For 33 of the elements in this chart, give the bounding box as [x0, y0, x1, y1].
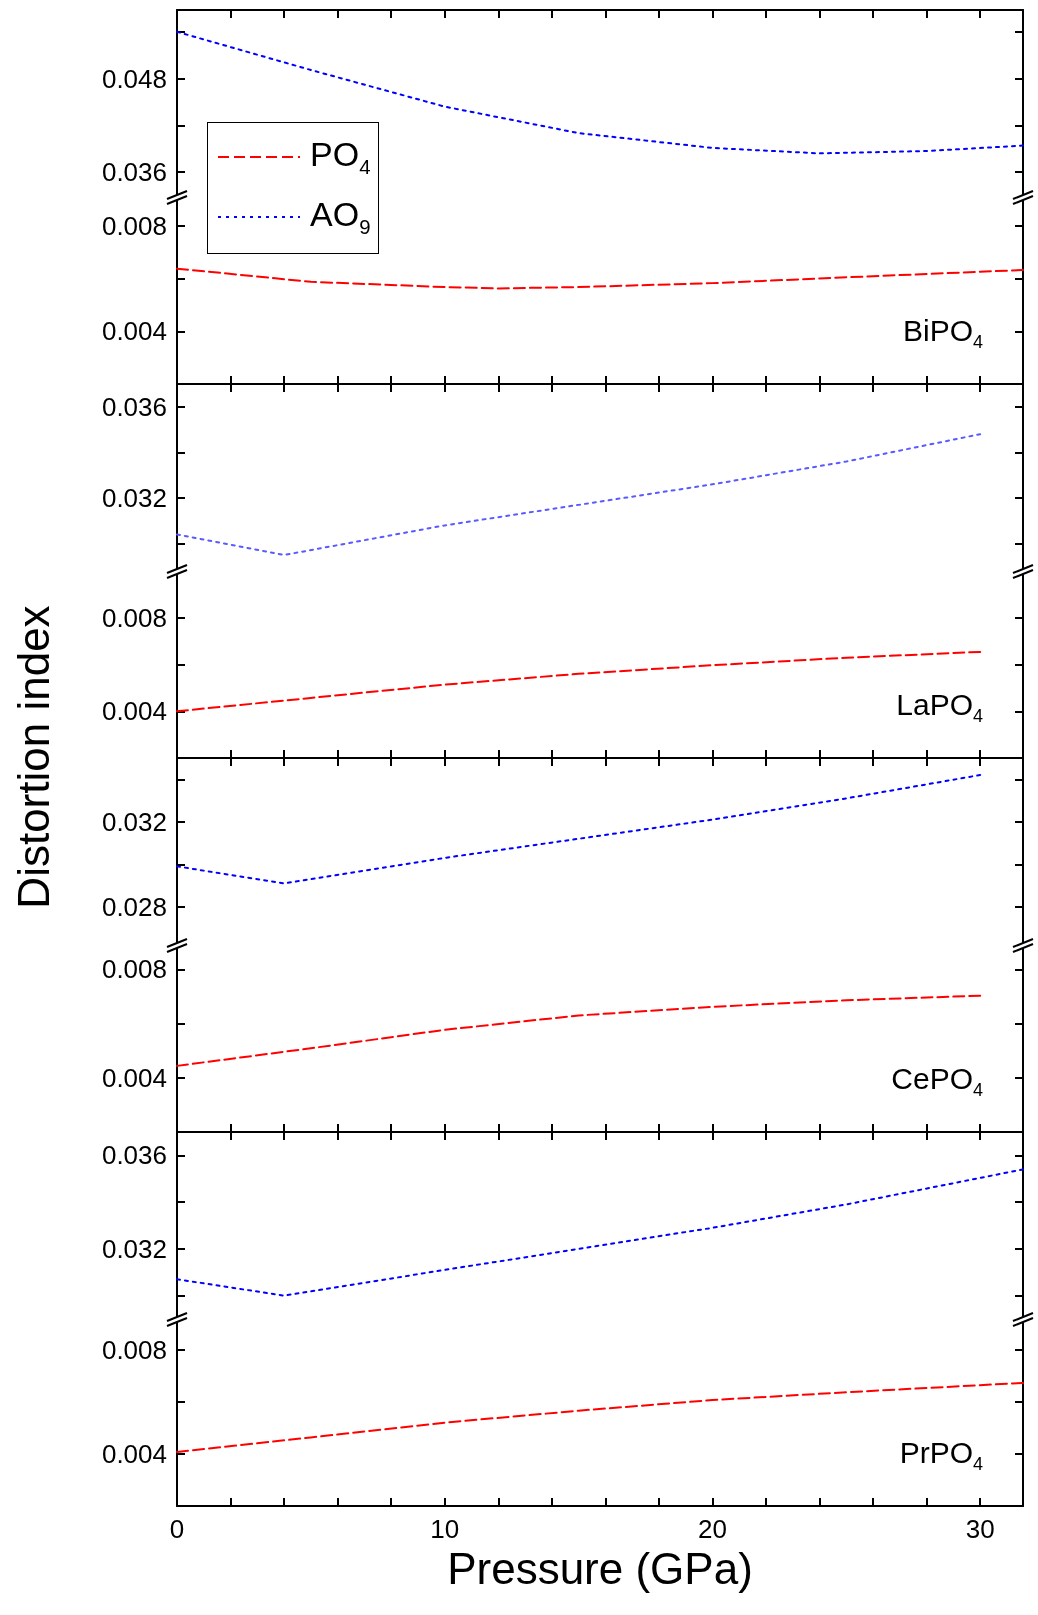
- legend-label: PO$_{4}$: [310, 135, 371, 180]
- annotation: CePO$_{4}$: [891, 1062, 983, 1101]
- y-tick-label: 0.008: [101, 602, 167, 633]
- line-series: [176, 433, 982, 557]
- y-tick-label: 0.008: [101, 210, 167, 241]
- y-tick-label: 0.032: [101, 806, 167, 837]
- y-tick-label: 0.028: [101, 891, 167, 922]
- y-tick-label: 0.048: [101, 63, 167, 94]
- line-series: [176, 1168, 1024, 1297]
- y-tick-label: 0.008: [101, 954, 167, 985]
- y-tick-label: 0.032: [101, 483, 167, 514]
- y-axis-title: Distortion index: [9, 604, 59, 911]
- line-series: [176, 994, 982, 1067]
- y-tick-label: 0.004: [101, 696, 167, 727]
- y-tick-label: 0.004: [101, 316, 167, 347]
- annotation: LaPO$_{4}$: [896, 688, 983, 727]
- line-series: [176, 267, 1024, 290]
- annotation: PrPO$_{4}$: [899, 1436, 983, 1475]
- x-tick-label: 20: [697, 1514, 727, 1544]
- annotation: BiPO$_{4}$: [902, 314, 983, 353]
- x-tick-label: 0: [169, 1514, 185, 1544]
- legend-label: AO$_{9}$: [310, 195, 371, 240]
- y-tick-label: 0.032: [101, 1233, 167, 1264]
- x-tick-label: 10: [430, 1514, 460, 1544]
- y-tick-label: 0.004: [101, 1439, 167, 1470]
- y-tick-label: 0.008: [101, 1335, 167, 1366]
- x-axis-title: Pressure (GPa): [446, 1544, 754, 1594]
- y-tick-label: 0.036: [101, 157, 167, 188]
- line-series: [176, 774, 982, 885]
- y-tick-label: 0.036: [101, 1140, 167, 1171]
- y-tick-label: 0.036: [101, 391, 167, 422]
- x-tick-label: 30: [965, 1514, 995, 1544]
- y-tick-label: 0.004: [101, 1062, 167, 1093]
